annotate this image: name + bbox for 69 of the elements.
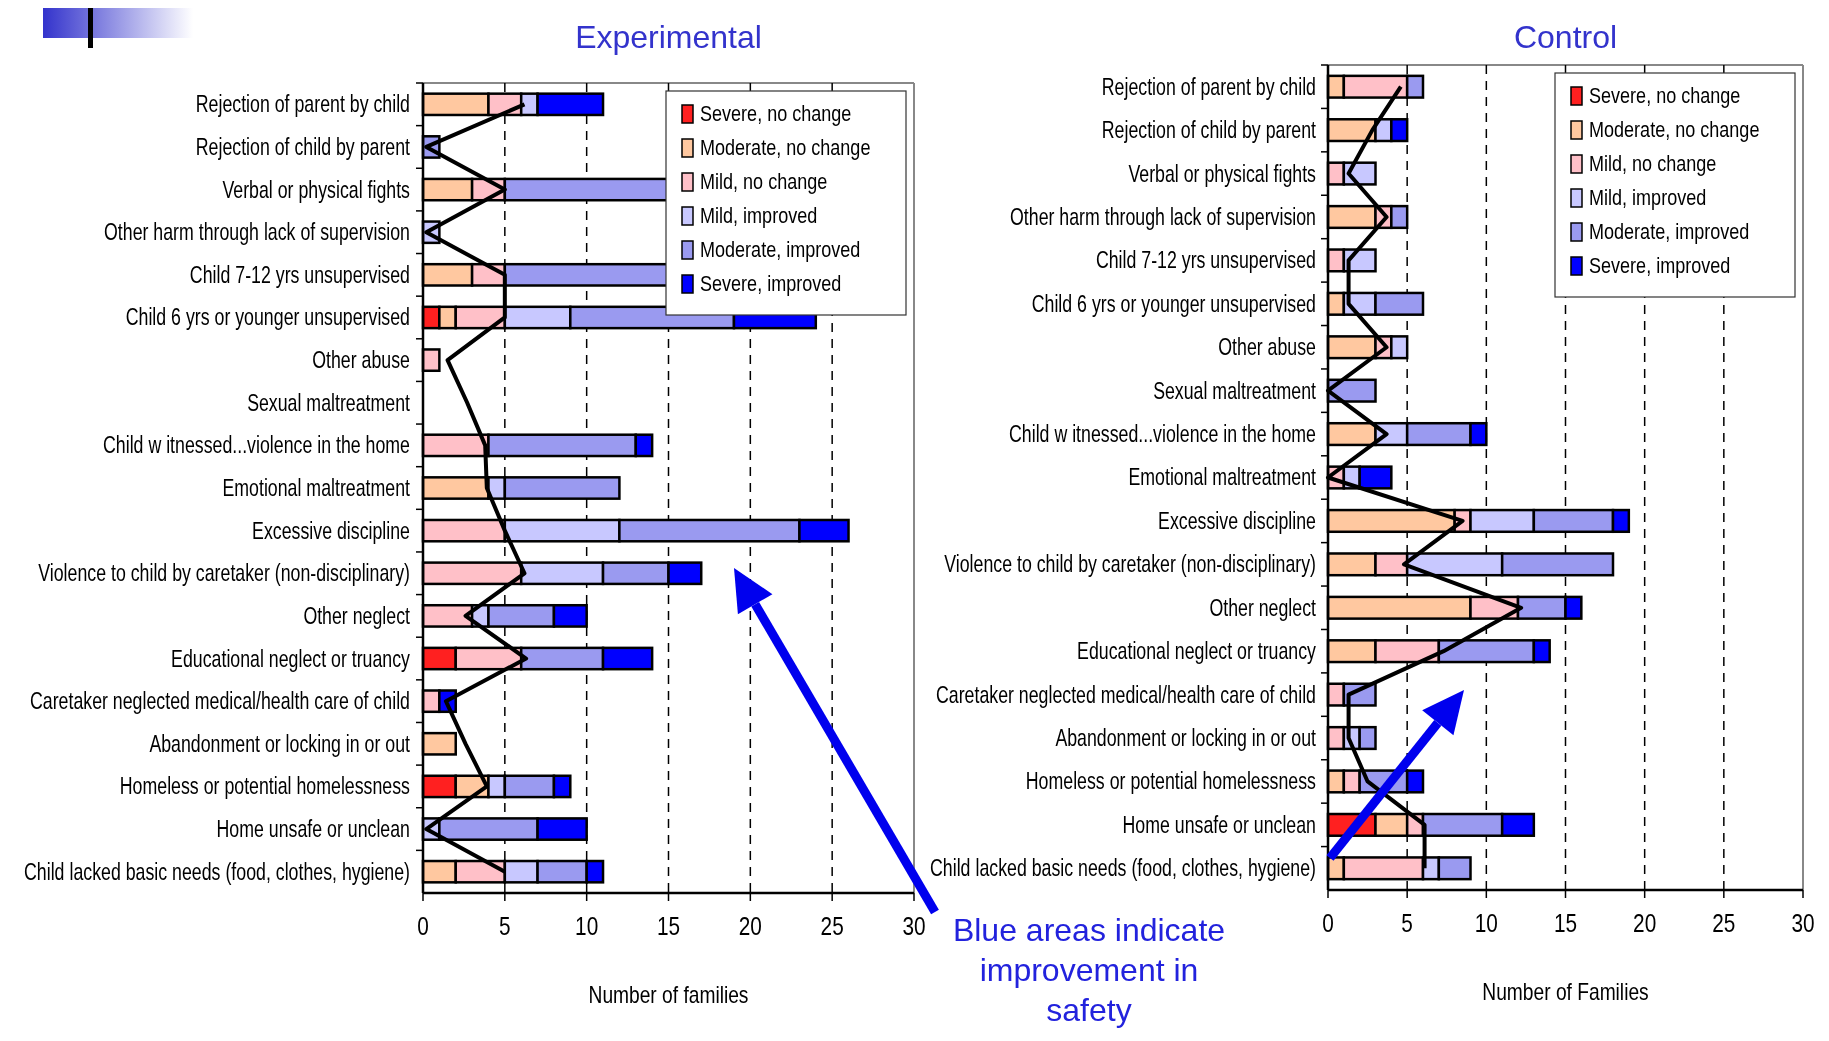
legend-label: Mild, no change	[1589, 151, 1717, 176]
x-tick-label: 5	[499, 911, 511, 941]
y-tick-label: Violence to child by caretaker (non-disciplinary)	[944, 550, 1316, 577]
x-tick-label: 25	[820, 911, 844, 941]
legend-label: Moderate, no change	[1589, 117, 1760, 142]
y-tick-label: Sexual maltreatment	[247, 389, 411, 416]
legend-label: Mild, improved	[700, 203, 818, 228]
y-tick-label: Violence to child by caretaker (non-disciplinary)	[38, 559, 410, 586]
y-tick-label: Excessive discipline	[1158, 507, 1316, 534]
x-tick-label: 30	[902, 911, 926, 941]
y-tick-label: Child lacked basic needs (food, clothes, hygiene)	[930, 854, 1316, 881]
y-tick-label: Emotional maltreatment	[222, 474, 411, 501]
y-tick-label: Other harm through lack of supervision	[1010, 203, 1316, 230]
y-tick-label: Other abuse	[312, 346, 410, 373]
y-tick-label: Caretaker neglected medical/health care of child	[29, 687, 410, 714]
y-tick-label: Other harm through lack of supervision	[104, 218, 410, 245]
y-tick-label: Abandonment or locking in or out	[1055, 724, 1317, 751]
x-tick-label: 25	[1712, 908, 1736, 938]
x-tick-label: 10	[1474, 908, 1498, 938]
y-tick-label: Verbal or physical fights	[1128, 159, 1316, 187]
legend-label: Severe, improved	[700, 271, 842, 296]
chart-title: Experimental	[575, 19, 762, 55]
y-tick-label: Educational neglect or truancy	[171, 644, 411, 672]
chart-title: Control	[1513, 19, 1618, 55]
x-tick-label: 0	[1322, 908, 1334, 938]
legend-label: Moderate, no change	[700, 135, 871, 160]
y-tick-label: Rejection of child by parent	[1101, 116, 1317, 143]
legend-label: Severe, no change	[1589, 83, 1741, 108]
y-tick-label: Child w itnessed...violence in the home	[1009, 420, 1316, 447]
y-tick-label: Emotional maltreatment	[1128, 463, 1317, 491]
legend-label: Severe, no change	[700, 101, 852, 126]
y-tick-label: Homeless or potential homelessness	[1025, 767, 1316, 794]
x-tick-label: 5	[1401, 908, 1413, 938]
y-tick-label: Child w itnessed...violence in the home	[103, 431, 410, 458]
x-tick-label: 20	[1633, 908, 1657, 938]
x-axis-title: Number of Families	[1482, 977, 1649, 1006]
y-tick-label: Other neglect	[1209, 594, 1317, 621]
y-tick-label: Excessive discipline	[252, 517, 410, 544]
y-tick-label: Rejection of parent by child	[195, 90, 410, 117]
y-tick-label: Rejection of child by parent	[195, 133, 411, 160]
y-tick-label: Child 6 yrs or younger unsupervised	[1031, 290, 1316, 317]
text: Blue areas indicate improvement in safety	[952, 912, 1226, 1028]
y-tick-label: Educational neglect or truancy	[1077, 637, 1317, 664]
legend-label: Moderate, improved	[1589, 219, 1750, 244]
y-tick-label: Child lacked basic needs (food, clothes, hygiene)	[24, 858, 410, 885]
x-tick-label: 15	[656, 911, 681, 941]
x-axis-title: Number of families	[588, 980, 749, 1009]
y-tick-label: Verbal or physical fights	[222, 175, 410, 203]
y-tick-label: Caretaker neglected medical/health care of child	[935, 681, 1316, 708]
y-tick-label: Other neglect	[303, 602, 411, 629]
y-tick-label: Abandonment or locking in or out	[149, 730, 411, 757]
y-tick-label: Homeless or potential homelessness	[119, 772, 410, 799]
legend-label: Moderate, improved	[700, 237, 861, 262]
x-tick-label: 10	[575, 911, 599, 941]
x-tick-label: 30	[1791, 908, 1815, 938]
y-tick-label: Child 7-12 yrs unsupervised	[189, 261, 410, 288]
y-tick-label: Home unsafe or unclean	[1122, 811, 1316, 838]
legend-label: Mild, improved	[1589, 185, 1707, 210]
x-tick-label: 20	[738, 911, 762, 941]
y-tick-label: Other abuse	[1218, 333, 1316, 360]
x-tick-label: 0	[417, 911, 429, 941]
y-tick-label: Home unsafe or unclean	[216, 815, 410, 842]
y-tick-label: Sexual maltreatment	[1153, 377, 1317, 404]
y-tick-label: Rejection of parent by child	[1101, 73, 1316, 100]
legend-label: Severe, improved	[1589, 253, 1731, 278]
y-tick-label: Child 6 yrs or younger unsupervised	[125, 303, 410, 331]
y-tick-label: Child 7-12 yrs unsupervised	[1095, 246, 1316, 273]
x-tick-label: 15	[1553, 908, 1578, 938]
legend-label: Mild, no change	[700, 169, 828, 194]
